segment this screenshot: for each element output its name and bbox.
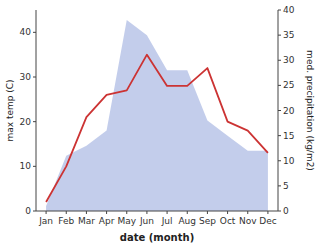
y2-tick bbox=[278, 85, 281, 86]
x-tick-label: May bbox=[117, 216, 136, 226]
x-tick-label: Mar bbox=[78, 216, 95, 226]
x-tick-label: Aug bbox=[178, 216, 196, 226]
y2-tick-label: 0 bbox=[283, 206, 289, 216]
x-tick bbox=[86, 211, 87, 214]
plot-area bbox=[46, 20, 268, 211]
x-tick-label: Jan bbox=[38, 216, 53, 226]
x-tick bbox=[106, 211, 107, 214]
y-tick bbox=[33, 211, 36, 212]
x-tick-label: Apr bbox=[99, 216, 115, 226]
y2-tick-label: 20 bbox=[283, 106, 295, 116]
area bbox=[46, 20, 268, 211]
x-tick-label: Dec bbox=[259, 216, 276, 226]
x-tick bbox=[167, 211, 168, 214]
y2-tick-label: 35 bbox=[283, 30, 294, 40]
x-tick-label: Jun bbox=[139, 216, 154, 226]
x-tick-label: Oct bbox=[220, 216, 236, 226]
y-tick-label: 20 bbox=[20, 117, 32, 127]
y2-tick-label: 15 bbox=[283, 131, 294, 141]
y2-tick bbox=[278, 60, 281, 61]
chart-container: Jan Feb Mar AprMayJun Jul AugSep OctNovDec 0 10 2… bbox=[0, 0, 318, 247]
y-tick-label: 0 bbox=[25, 206, 31, 216]
x-tick bbox=[267, 211, 268, 214]
y2-tick bbox=[278, 185, 281, 186]
y-axis-line bbox=[36, 10, 37, 211]
y2-tick bbox=[278, 10, 281, 11]
y2-tick-label: 5 bbox=[283, 181, 289, 191]
y2-tick bbox=[278, 110, 281, 111]
y-tick bbox=[33, 121, 36, 122]
y2-tick bbox=[278, 135, 281, 136]
x-tick bbox=[66, 211, 67, 214]
y-tick bbox=[33, 166, 36, 167]
chart: Jan Feb Mar AprMayJun Jul AugSep OctNovDec 0 10 2… bbox=[0, 0, 318, 247]
y2-tick-label: 30 bbox=[283, 55, 295, 65]
y-tick bbox=[33, 32, 36, 33]
y-tick bbox=[33, 77, 36, 78]
y2-tick-label: 40 bbox=[283, 5, 295, 15]
x-tick bbox=[187, 211, 188, 214]
y2-tick bbox=[278, 211, 281, 212]
x-tick bbox=[247, 211, 248, 214]
y-axis-label: max temp (C) bbox=[5, 79, 15, 141]
y2-tick bbox=[278, 35, 281, 36]
line bbox=[46, 55, 268, 202]
x-tick bbox=[126, 211, 127, 214]
x-tick bbox=[46, 211, 47, 214]
x-tick bbox=[207, 211, 208, 214]
x-axis-label: date (month) bbox=[120, 232, 194, 243]
x-tick-label: Nov bbox=[239, 216, 257, 226]
y-tick-label: 40 bbox=[20, 27, 32, 37]
x-axis-line bbox=[36, 211, 278, 212]
y-tick-label: 10 bbox=[20, 161, 32, 171]
y2-tick bbox=[278, 160, 281, 161]
x-tick bbox=[227, 211, 228, 214]
y2-tick-label: 10 bbox=[283, 156, 295, 166]
y2-axis-label: med. precipitation (kg/m2) bbox=[305, 50, 315, 171]
y-tick-label: 30 bbox=[20, 72, 32, 82]
x-tick-label: Sep bbox=[199, 216, 216, 226]
y2-tick-label: 25 bbox=[283, 80, 294, 90]
x-tick-label: Jul bbox=[161, 216, 173, 226]
x-tick bbox=[146, 211, 147, 214]
x-tick-label: Feb bbox=[58, 216, 74, 226]
